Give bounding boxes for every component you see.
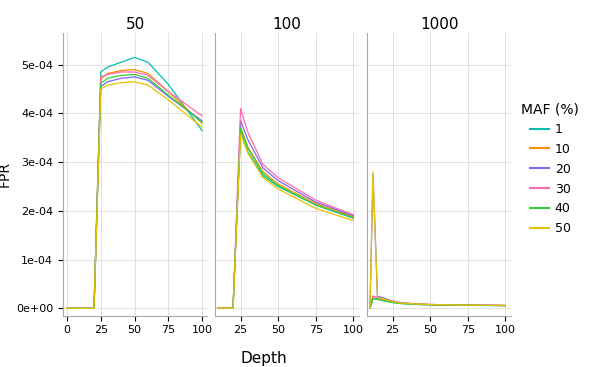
- Title: 100: 100: [273, 17, 302, 32]
- Text: Depth: Depth: [241, 351, 287, 366]
- Legend: 1, 10, 20, 30, 40, 50: 1, 10, 20, 30, 40, 50: [521, 102, 580, 235]
- Title: 1000: 1000: [420, 17, 458, 32]
- Y-axis label: FPR: FPR: [0, 161, 12, 187]
- Title: 50: 50: [125, 17, 145, 32]
